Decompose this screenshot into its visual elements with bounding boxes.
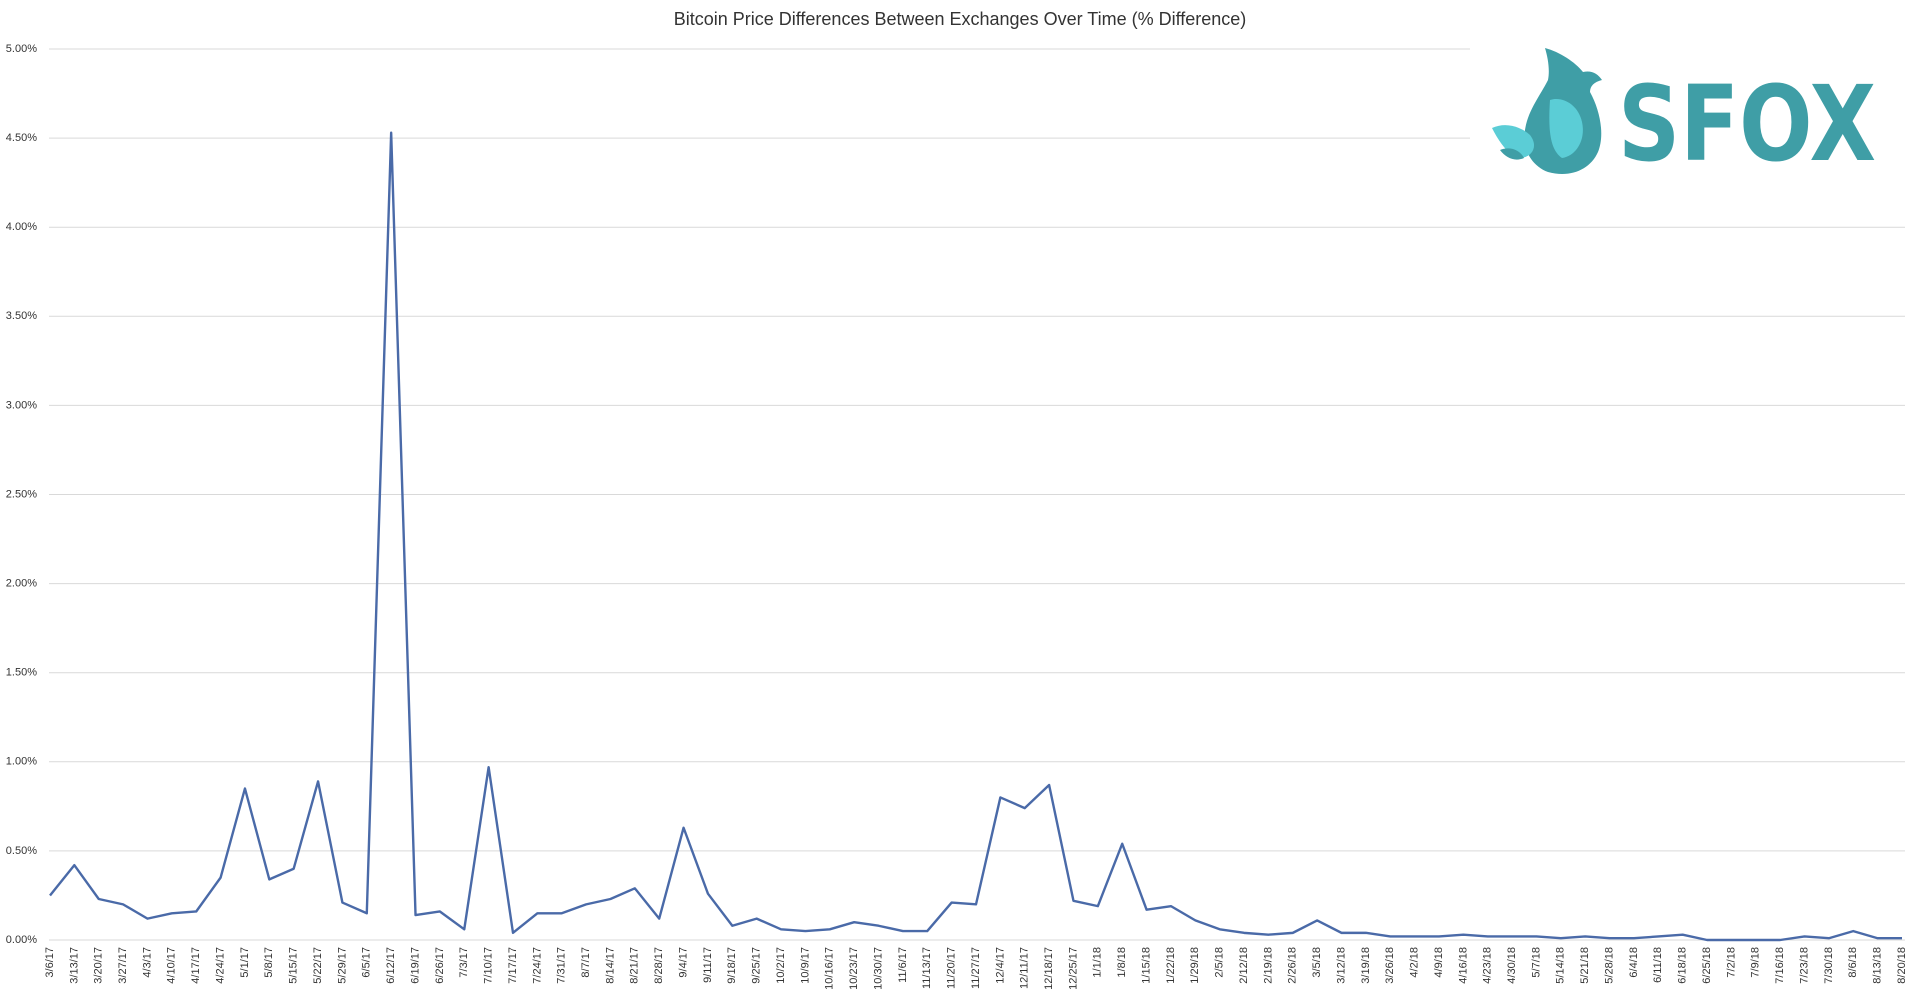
x-tick-label: 6/19/17 <box>409 947 421 984</box>
x-tick-label: 1/15/18 <box>1140 947 1152 984</box>
x-tick-label: 8/7/17 <box>580 947 592 978</box>
x-tick-label: 7/3/17 <box>458 947 470 978</box>
x-tick-label: 5/21/18 <box>1579 947 1591 984</box>
x-tick-label: 5/22/17 <box>312 947 324 984</box>
x-tick-label: 12/18/17 <box>1043 947 1055 990</box>
logo-fox-chest <box>1549 98 1583 158</box>
x-tick-label: 1/22/18 <box>1165 947 1177 984</box>
x-tick-label: 7/2/18 <box>1725 947 1737 978</box>
x-tick-label: 2/12/18 <box>1238 947 1250 984</box>
x-tick-label: 5/8/17 <box>263 947 275 978</box>
logo: SFOX <box>1470 40 1905 190</box>
x-tick-label: 9/18/17 <box>726 947 738 984</box>
y-tick-label: 0.50% <box>6 845 37 857</box>
x-tick-label: 7/23/18 <box>1798 947 1810 984</box>
x-tick-label: 2/19/18 <box>1262 947 1274 984</box>
logo-fox-tail <box>1492 125 1535 159</box>
x-tick-label: 3/20/17 <box>93 947 105 984</box>
data-line <box>49 131 1902 942</box>
logo-text: SFOX <box>1618 63 1876 185</box>
y-tick-label: 4.00% <box>6 221 37 233</box>
x-tick-label: 1/1/18 <box>1092 947 1104 978</box>
y-tick-label: 1.00% <box>6 756 37 768</box>
x-tick-label: 7/31/17 <box>556 947 568 984</box>
x-tick-label: 4/2/18 <box>1409 947 1421 978</box>
y-tick-label: 3.50% <box>6 310 37 322</box>
x-tick-label: 6/18/18 <box>1677 947 1689 984</box>
x-tick-label: 4/9/18 <box>1433 947 1445 978</box>
x-tick-label: 4/17/17 <box>190 947 202 984</box>
y-tick-label: 4.50% <box>6 132 37 144</box>
x-tick-label: 3/26/18 <box>1384 947 1396 984</box>
x-tick-label: 12/11/17 <box>1019 947 1031 989</box>
x-tick-label: 11/6/17 <box>897 947 909 983</box>
x-tick-label: 9/4/17 <box>677 947 689 978</box>
x-tick-label: 9/25/17 <box>751 947 763 984</box>
x-tick-label: 3/12/18 <box>1335 947 1347 984</box>
x-tick-label: 1/29/18 <box>1189 947 1201 984</box>
y-tick-label: 1.50% <box>6 667 37 679</box>
x-tick-label: 8/6/18 <box>1847 947 1859 978</box>
x-tick-label: 3/6/17 <box>44 947 56 978</box>
x-tick-label: 2/26/18 <box>1287 947 1299 984</box>
x-tick-label: 5/14/18 <box>1555 947 1567 984</box>
x-tick-label: 9/11/17 <box>702 947 714 983</box>
x-tick-label: 6/12/17 <box>385 947 397 984</box>
x-tick-label: 5/15/17 <box>288 947 300 984</box>
x-tick-label: 8/13/18 <box>1872 947 1884 984</box>
x-tick-label: 4/16/18 <box>1457 947 1469 984</box>
plot-area: 0.00% 0.50% 1.00% 1.50% 2.00% 2.50% 3.00% 3.50%… <box>6 43 1908 990</box>
x-tick-label: 4/3/17 <box>141 947 153 978</box>
x-tick-label: 6/26/17 <box>434 947 446 984</box>
x-tick-label: 4/10/17 <box>166 947 178 984</box>
x-tick-label: 3/27/17 <box>117 947 129 984</box>
x-tick-label: 8/14/17 <box>604 947 616 984</box>
x-tick-label: 2/5/18 <box>1214 947 1226 978</box>
y-tick-label: 0.00% <box>6 934 37 946</box>
x-tick-label: 3/13/17 <box>68 947 80 984</box>
x-tick-label: 8/28/17 <box>653 947 665 984</box>
x-tick-label: 8/21/17 <box>629 947 641 984</box>
x-tick-label: 10/9/17 <box>799 947 811 984</box>
x-tick-label: 7/10/17 <box>483 947 495 984</box>
x-tick-label: 5/28/18 <box>1603 947 1615 984</box>
y-tick-label: 2.00% <box>6 578 37 590</box>
x-tick-label: 11/27/17 <box>970 947 982 989</box>
y-tick-label: 5.00% <box>6 43 37 55</box>
x-tick-label: 6/5/17 <box>361 947 373 978</box>
y-tick-label: 2.50% <box>6 488 37 500</box>
x-tick-label: 7/9/18 <box>1750 947 1762 978</box>
x-tick-label: 8/20/18 <box>1896 947 1908 984</box>
logo-fox-tail-tip <box>1500 148 1524 160</box>
x-tick-label: 7/16/18 <box>1774 947 1786 984</box>
x-tick-label: 5/7/18 <box>1530 947 1542 978</box>
x-tick-label: 4/24/17 <box>214 947 226 984</box>
x-tick-label: 3/5/18 <box>1311 947 1323 978</box>
x-tick-label: 1/8/18 <box>1116 947 1128 978</box>
x-tick-label: 10/16/17 <box>824 947 836 990</box>
chart-title: Bitcoin Price Differences Between Exchan… <box>674 9 1247 29</box>
x-tick-label: 12/25/17 <box>1067 947 1079 990</box>
y-tick-label: 3.00% <box>6 399 37 411</box>
x-tick-label: 4/23/18 <box>1482 947 1494 984</box>
x-tick-label: 7/24/17 <box>531 947 543 984</box>
x-tick-label: 7/30/18 <box>1823 947 1835 984</box>
x-tick-label: 7/17/17 <box>507 947 519 984</box>
x-tick-label: 6/4/18 <box>1628 947 1640 978</box>
x-tick-label: 10/23/17 <box>848 947 860 990</box>
x-tick-label: 6/11/18 <box>1652 947 1664 983</box>
x-tick-label: 12/4/17 <box>994 947 1006 984</box>
x-tick-label: 11/20/17 <box>946 947 958 989</box>
x-tick-label: 5/29/17 <box>336 947 348 984</box>
x-tick-label: 10/2/17 <box>775 947 787 984</box>
x-tick-label: 4/30/18 <box>1506 947 1518 984</box>
x-tick-label: 11/13/17 <box>921 947 933 989</box>
x-tick-label: 6/25/18 <box>1701 947 1713 984</box>
x-tick-label: 5/1/17 <box>239 947 251 978</box>
x-tick-label: 3/19/18 <box>1360 947 1372 984</box>
x-tick-label: 10/30/17 <box>872 947 884 990</box>
